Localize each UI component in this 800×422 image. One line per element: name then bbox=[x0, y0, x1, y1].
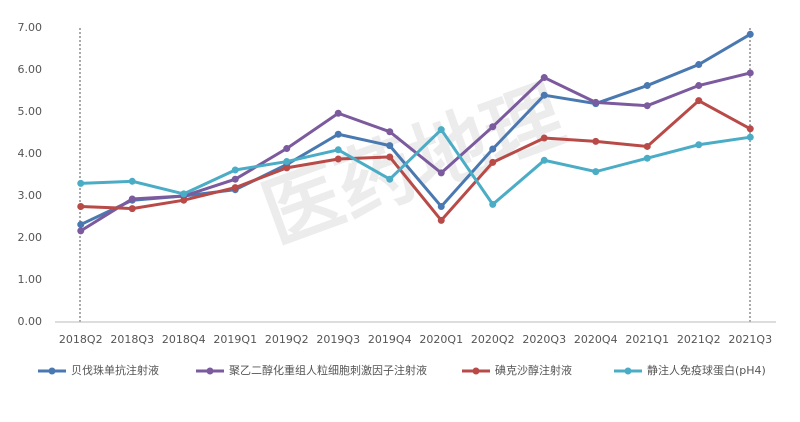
point bbox=[386, 175, 394, 183]
point bbox=[77, 221, 85, 229]
point bbox=[77, 179, 85, 187]
point bbox=[334, 146, 342, 154]
point bbox=[231, 166, 239, 174]
legend-label: 碘克沙醇注射液 bbox=[495, 363, 572, 377]
point bbox=[283, 158, 291, 166]
x-tick-label: 2019Q1 bbox=[213, 333, 257, 346]
point bbox=[746, 69, 754, 77]
point bbox=[386, 142, 394, 150]
point bbox=[643, 82, 651, 90]
point bbox=[437, 169, 445, 177]
point bbox=[128, 205, 136, 213]
y-tick-label: 7.00 bbox=[18, 21, 43, 34]
point bbox=[437, 203, 445, 210]
point bbox=[592, 137, 600, 145]
point bbox=[746, 125, 754, 133]
point bbox=[180, 190, 188, 198]
point bbox=[489, 158, 497, 166]
y-tick-label: 1.00 bbox=[18, 273, 43, 286]
point bbox=[695, 82, 703, 90]
y-tick-label: 4.00 bbox=[18, 147, 43, 160]
point bbox=[231, 184, 239, 192]
x-tick-label: 2020Q1 bbox=[419, 333, 463, 346]
y-tick-label: 6.00 bbox=[18, 63, 43, 76]
legend-marker bbox=[48, 367, 56, 375]
point bbox=[334, 109, 342, 117]
point bbox=[283, 164, 291, 172]
x-tick-label: 2018Q2 bbox=[59, 333, 103, 346]
point bbox=[695, 97, 703, 105]
series-line bbox=[80, 98, 751, 223]
x-tick-label: 2018Q3 bbox=[110, 333, 154, 346]
point bbox=[540, 74, 548, 82]
point bbox=[437, 216, 445, 224]
legend-marker bbox=[624, 367, 632, 375]
point bbox=[334, 155, 342, 163]
point bbox=[283, 145, 291, 153]
point bbox=[77, 227, 85, 235]
point bbox=[386, 128, 394, 136]
point bbox=[643, 142, 651, 150]
y-tick-label: 2.00 bbox=[18, 231, 43, 244]
point bbox=[695, 141, 703, 149]
point bbox=[489, 145, 497, 153]
point bbox=[746, 133, 754, 141]
point bbox=[540, 134, 548, 142]
point bbox=[643, 154, 651, 162]
point bbox=[695, 61, 703, 69]
point bbox=[128, 195, 136, 203]
point bbox=[231, 175, 239, 183]
point bbox=[540, 156, 548, 164]
legend-label: 贝伐珠单抗注射液 bbox=[71, 363, 159, 377]
x-tick-label: 2020Q3 bbox=[522, 333, 566, 346]
x-tick-label: 2018Q4 bbox=[162, 333, 206, 346]
x-tick-label: 2020Q2 bbox=[471, 333, 515, 346]
series-line bbox=[80, 33, 752, 226]
series-line bbox=[79, 71, 751, 233]
legend-label: 静注人免疫球蛋白(pH4) bbox=[647, 363, 766, 377]
point bbox=[180, 196, 188, 204]
x-tick-label: 2019Q2 bbox=[265, 333, 309, 346]
point bbox=[437, 126, 445, 134]
x-tick-label: 2021Q3 bbox=[728, 333, 772, 346]
y-tick-label: 0.00 bbox=[18, 315, 43, 328]
x-tick-label: 2019Q4 bbox=[368, 333, 412, 346]
point bbox=[643, 102, 651, 110]
x-tick-label: 2020Q4 bbox=[574, 333, 618, 346]
legend-marker bbox=[206, 367, 214, 375]
point bbox=[128, 177, 136, 185]
point bbox=[77, 203, 85, 210]
point bbox=[592, 98, 600, 106]
point bbox=[489, 200, 497, 208]
x-tick-label: 2021Q2 bbox=[677, 333, 721, 346]
point bbox=[592, 168, 600, 176]
legend-label: 聚乙二醇化重组人粒细胞刺激因子注射液 bbox=[229, 363, 427, 377]
x-tick-label: 2021Q1 bbox=[625, 333, 669, 346]
point bbox=[540, 91, 548, 99]
series-line bbox=[80, 127, 751, 207]
point bbox=[489, 123, 497, 131]
legend-marker bbox=[472, 367, 480, 375]
point bbox=[746, 30, 754, 38]
point bbox=[386, 153, 394, 161]
y-tick-label: 3.00 bbox=[18, 189, 43, 202]
y-tick-label: 5.00 bbox=[18, 105, 43, 118]
x-tick-label: 2019Q3 bbox=[316, 333, 360, 346]
point bbox=[334, 130, 342, 138]
